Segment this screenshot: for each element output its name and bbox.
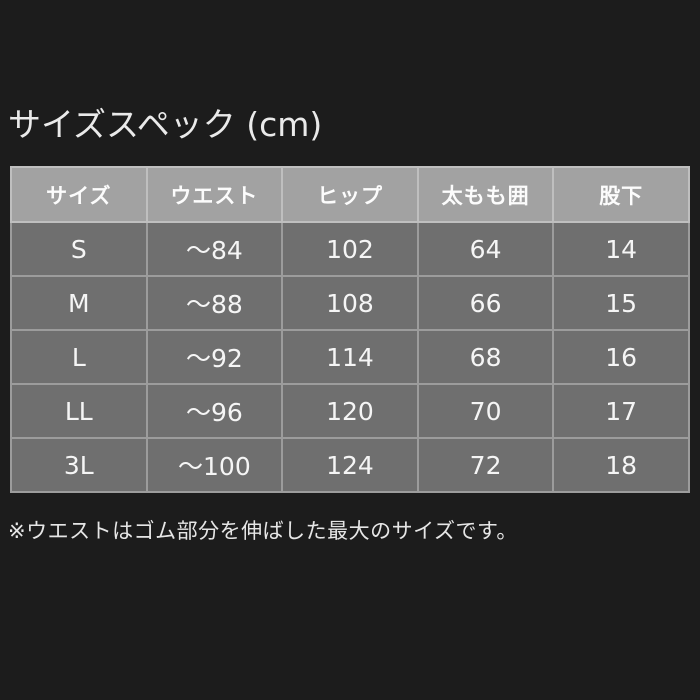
waist-cell: ～96: [145, 383, 284, 439]
hip-cell: 114: [281, 329, 419, 385]
waist-cell: ～88: [145, 275, 284, 331]
table-row-l: L ～92 114 68 16: [10, 329, 690, 385]
table-row-ll: LL ～96 120 70 17: [10, 383, 690, 439]
inseam-cell: 14: [552, 221, 690, 277]
header-cell-thigh: 太もも囲: [416, 166, 555, 223]
size-cell: 3L: [10, 437, 148, 493]
inseam-cell: 16: [552, 329, 690, 385]
header-cell-inseam: 股下: [552, 166, 690, 223]
hip-cell: 102: [281, 221, 419, 277]
header-row: サイズ ウエスト ヒップ 太もも囲 股下: [10, 166, 690, 223]
thigh-cell: 68: [416, 329, 555, 385]
size-cell: L: [10, 329, 148, 385]
thigh-cell: 66: [416, 275, 555, 331]
waist-cell: ～100: [145, 437, 284, 493]
thigh-cell: 70: [416, 383, 555, 439]
inseam-cell: 15: [552, 275, 690, 331]
inseam-cell: 17: [552, 383, 690, 439]
table-row-s: S ～84 102 64 14: [10, 221, 690, 277]
table-header: サイズ ウエスト ヒップ 太もも囲 股下: [10, 166, 690, 223]
header-cell-hip: ヒップ: [281, 166, 419, 223]
table-row-m: M ～88 108 66 15: [10, 275, 690, 331]
hip-cell: 120: [281, 383, 419, 439]
waist-cell: ～92: [145, 329, 284, 385]
waist-cell: ～84: [145, 221, 284, 277]
hip-cell: 108: [281, 275, 419, 331]
size-cell: LL: [10, 383, 148, 439]
size-spec-table: サイズ ウエスト ヒップ 太もも囲 股下 S ～84 102 64 14 M ～…: [10, 166, 690, 493]
waist-footnote: ※ウエストはゴム部分を伸ばした最大のサイズです。: [8, 519, 518, 543]
page-title: サイズスペック (cm): [8, 105, 323, 144]
table-row-3l: 3L ～100 124 72 18: [10, 437, 690, 493]
header-cell-waist: ウエスト: [145, 166, 284, 223]
size-cell: S: [10, 221, 148, 277]
inseam-cell: 18: [552, 437, 690, 493]
size-cell: M: [10, 275, 148, 331]
header-cell-size: サイズ: [10, 166, 148, 223]
hip-cell: 124: [281, 437, 419, 493]
thigh-cell: 64: [416, 221, 555, 277]
thigh-cell: 72: [416, 437, 555, 493]
table-body: S ～84 102 64 14 M ～88 108 66 15 L ～92 11…: [10, 221, 690, 493]
